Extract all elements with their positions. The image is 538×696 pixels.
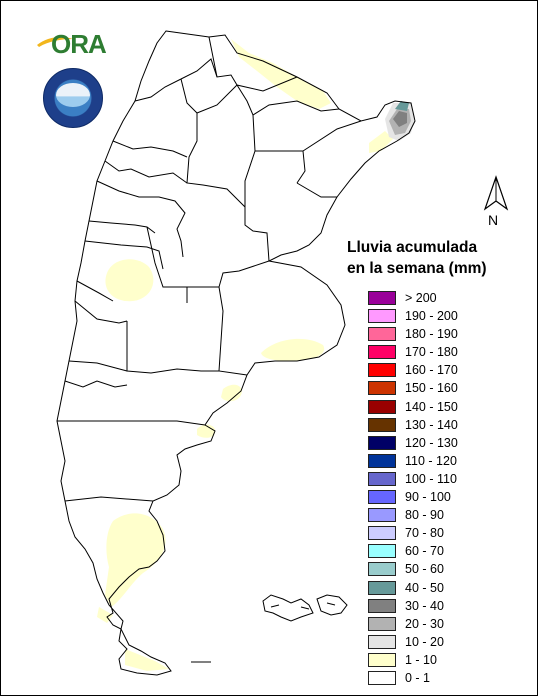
legend-label: 90 - 100 [405, 490, 451, 505]
legend-swatch [368, 634, 396, 649]
legend-swatch [368, 417, 396, 432]
malvinas-islands [191, 594, 348, 663]
legend-label: 50 - 60 [405, 562, 444, 577]
legend-swatch [368, 544, 396, 559]
legend-swatch [368, 616, 396, 631]
legend-label: 1 - 10 [405, 652, 437, 667]
legend-swatch [368, 652, 396, 667]
legend-label: 110 - 120 [405, 453, 457, 468]
legend-label: 190 - 200 [405, 309, 458, 324]
legend-swatch [368, 381, 396, 396]
legend-label: 0 - 1 [405, 670, 431, 685]
legend-swatch [368, 598, 396, 613]
legend-swatch [368, 363, 396, 378]
legend-swatch [368, 580, 396, 595]
legend-label: 120 - 130 [405, 435, 458, 450]
legend-label: 70 - 80 [405, 526, 444, 541]
north-label: N [488, 212, 499, 228]
legend-label: 180 - 190 [405, 327, 458, 342]
legend-swatch [368, 490, 396, 505]
legend-label: 130 - 140 [405, 417, 458, 432]
legend-label: 150 - 160 [405, 381, 458, 396]
legend-swatch [368, 399, 396, 414]
ora-logo-swoosh [37, 37, 73, 47]
badge-sun-icon [56, 83, 90, 107]
legend-label: 20 - 30 [405, 616, 444, 631]
legend-swatch [368, 309, 396, 324]
legend-title: Lluvia acumulada en la semana (mm) [347, 237, 537, 279]
misiones-rainfall-area [385, 101, 415, 141]
legend-swatch [368, 291, 396, 305]
ora-logo: ORA [51, 29, 107, 59]
smn-badge-icon [43, 68, 103, 128]
rain-1-10-areas [97, 39, 393, 671]
legend-swatch [368, 435, 396, 450]
province-boundaries [56, 30, 416, 676]
legend-label: 160 - 170 [405, 363, 458, 378]
legend-label: 140 - 150 [405, 399, 458, 414]
legend-label: 40 - 50 [405, 580, 444, 595]
legend-label: 60 - 70 [405, 544, 444, 559]
legend-label: > 200 [405, 291, 437, 305]
legend-swatch [368, 471, 396, 486]
legend-title-line1: Lluvia acumulada [347, 239, 478, 256]
legend-swatch [368, 670, 396, 685]
legend-swatch [368, 345, 396, 360]
legend-swatch [368, 508, 396, 523]
legend-label: 10 - 20 [405, 634, 444, 649]
legend-title-line2: en la semana (mm) [347, 260, 487, 277]
north-arrow-icon [483, 175, 509, 211]
legend-label: 30 - 40 [405, 598, 444, 613]
legend-label: 170 - 180 [405, 345, 458, 360]
legend-swatch [368, 562, 396, 577]
legend-swatch [368, 526, 396, 541]
legend-swatch [368, 453, 396, 468]
legend-label: 80 - 90 [405, 508, 444, 523]
legend-label: 100 - 110 [405, 471, 457, 486]
legend-swatch [368, 327, 396, 342]
